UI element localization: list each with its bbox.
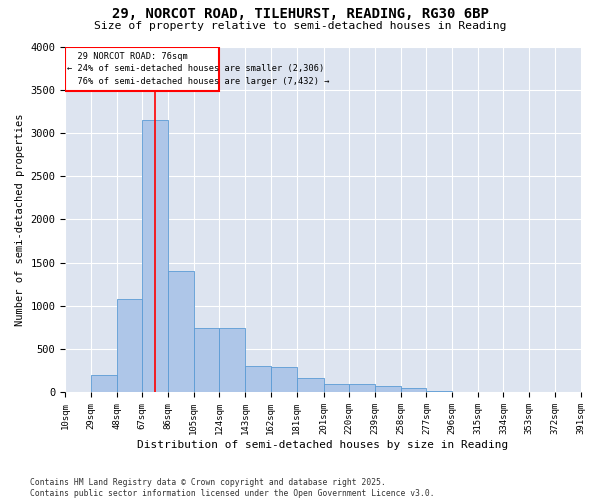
Bar: [323, 384, 349, 392]
Bar: [245, 366, 271, 392]
Bar: [194, 328, 220, 392]
Text: 29, NORCOT ROAD, TILEHURST, READING, RG30 6BP: 29, NORCOT ROAD, TILEHURST, READING, RG3…: [112, 8, 488, 22]
Bar: [349, 384, 375, 392]
Bar: [401, 388, 427, 392]
Bar: [116, 299, 142, 392]
Text: 29 NORCOT ROAD: 76sqm
← 24% of semi-detached houses are smaller (2,306)
  76% of: 29 NORCOT ROAD: 76sqm ← 24% of semi-deta…: [67, 52, 330, 86]
Bar: [375, 386, 401, 392]
Bar: [65, 46, 220, 90]
Text: Size of property relative to semi-detached houses in Reading: Size of property relative to semi-detach…: [94, 21, 506, 31]
Bar: [271, 368, 296, 392]
Text: Contains HM Land Registry data © Crown copyright and database right 2025.
Contai: Contains HM Land Registry data © Crown c…: [30, 478, 434, 498]
X-axis label: Distribution of semi-detached houses by size in Reading: Distribution of semi-detached houses by …: [137, 440, 509, 450]
Bar: [296, 378, 323, 392]
Bar: [168, 272, 194, 392]
Bar: [220, 328, 245, 392]
Bar: [91, 375, 116, 392]
Bar: [142, 120, 168, 392]
Bar: [427, 390, 452, 392]
Y-axis label: Number of semi-detached properties: Number of semi-detached properties: [15, 113, 25, 326]
